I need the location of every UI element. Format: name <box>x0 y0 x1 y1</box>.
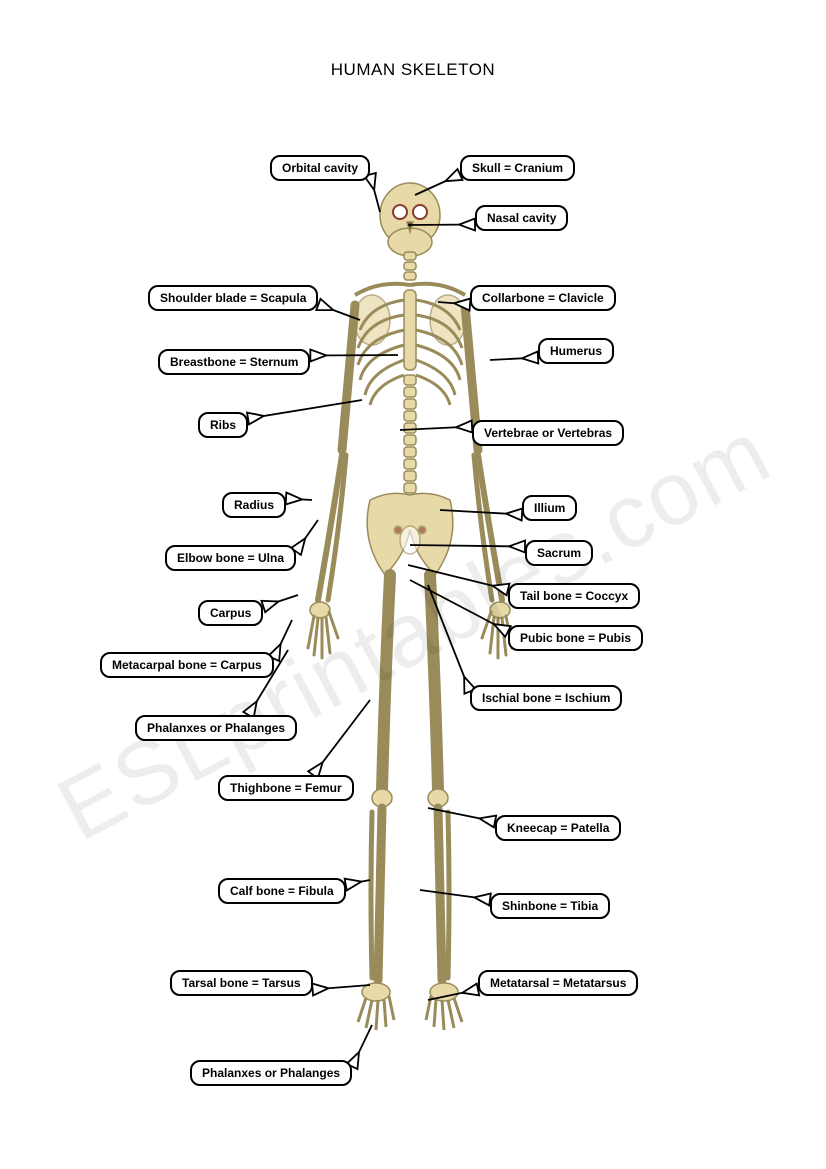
label-sacrum: Sacrum <box>525 540 593 566</box>
label-ulna: Elbow bone = Ulna <box>165 545 296 571</box>
label-tibia: Shinbone = Tibia <box>490 893 610 919</box>
label-ischium: Ischial bone = Ischium <box>470 685 622 711</box>
label-tarsus: Tarsal bone = Tarsus <box>170 970 313 996</box>
label-metatarsal: Metatarsal = Metatarsus <box>478 970 638 996</box>
label-skull: Skull = Cranium <box>460 155 575 181</box>
label-phalanges2: Phalanxes or Phalanges <box>190 1060 352 1086</box>
label-nasal: Nasal cavity <box>475 205 568 231</box>
label-vertebrae: Vertebrae or Vertebras <box>472 420 624 446</box>
label-scapula: Shoulder blade = Scapula <box>148 285 318 311</box>
label-ribs: Ribs <box>198 412 248 438</box>
label-orbital: Orbital cavity <box>270 155 370 181</box>
worksheet-page: HUMAN SKELETON ESLprintables.com <box>0 0 826 1169</box>
label-pubis: Pubic bone = Pubis <box>508 625 643 651</box>
label-sternum: Breastbone = Sternum <box>158 349 310 375</box>
label-fibula: Calf bone = Fibula <box>218 878 346 904</box>
label-patella: Kneecap = Patella <box>495 815 621 841</box>
label-humerus: Humerus <box>538 338 614 364</box>
label-illium: Illium <box>522 495 577 521</box>
label-coccyx: Tail bone = Coccyx <box>508 583 640 609</box>
label-femur: Thighbone = Femur <box>218 775 354 801</box>
label-clavicle: Collarbone = Clavicle <box>470 285 616 311</box>
label-metacarpal: Metacarpal bone = Carpus <box>100 652 274 678</box>
page-title: HUMAN SKELETON <box>0 60 826 80</box>
label-radius: Radius <box>222 492 286 518</box>
label-phalanges1: Phalanxes or Phalanges <box>135 715 297 741</box>
label-carpus: Carpus <box>198 600 263 626</box>
